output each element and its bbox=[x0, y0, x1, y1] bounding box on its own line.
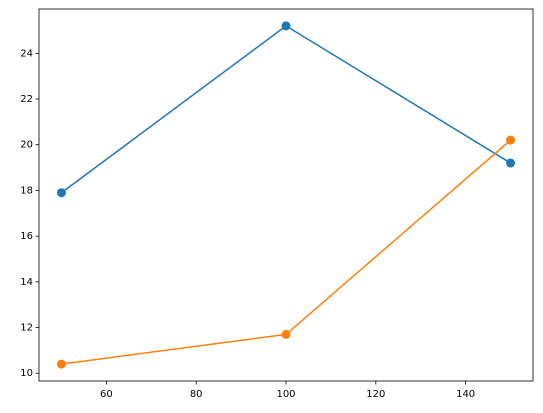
y-tick-label: 10 bbox=[20, 368, 33, 379]
y-tick-label: 16 bbox=[20, 231, 33, 242]
plot-frame bbox=[38, 8, 534, 382]
series-line bbox=[61, 25, 511, 194]
point bbox=[281, 21, 291, 31]
x-tick-label: 60 bbox=[100, 389, 113, 400]
point bbox=[281, 329, 291, 339]
x-tick-label: 80 bbox=[190, 389, 203, 400]
y-tick-label: 12 bbox=[20, 323, 33, 334]
y-tick-label: 14 bbox=[20, 277, 33, 288]
point bbox=[506, 158, 516, 168]
point bbox=[56, 188, 66, 198]
x-tick-label: 120 bbox=[366, 389, 385, 400]
y-tick-label: 18 bbox=[20, 185, 33, 196]
y-tick-label: 22 bbox=[20, 94, 33, 105]
y-tick-label: 20 bbox=[20, 140, 33, 151]
point bbox=[56, 359, 66, 369]
x-tick-label: 100 bbox=[276, 389, 295, 400]
y-tick-label: 24 bbox=[20, 48, 33, 59]
point bbox=[506, 135, 516, 145]
x-tick-label: 140 bbox=[456, 389, 475, 400]
